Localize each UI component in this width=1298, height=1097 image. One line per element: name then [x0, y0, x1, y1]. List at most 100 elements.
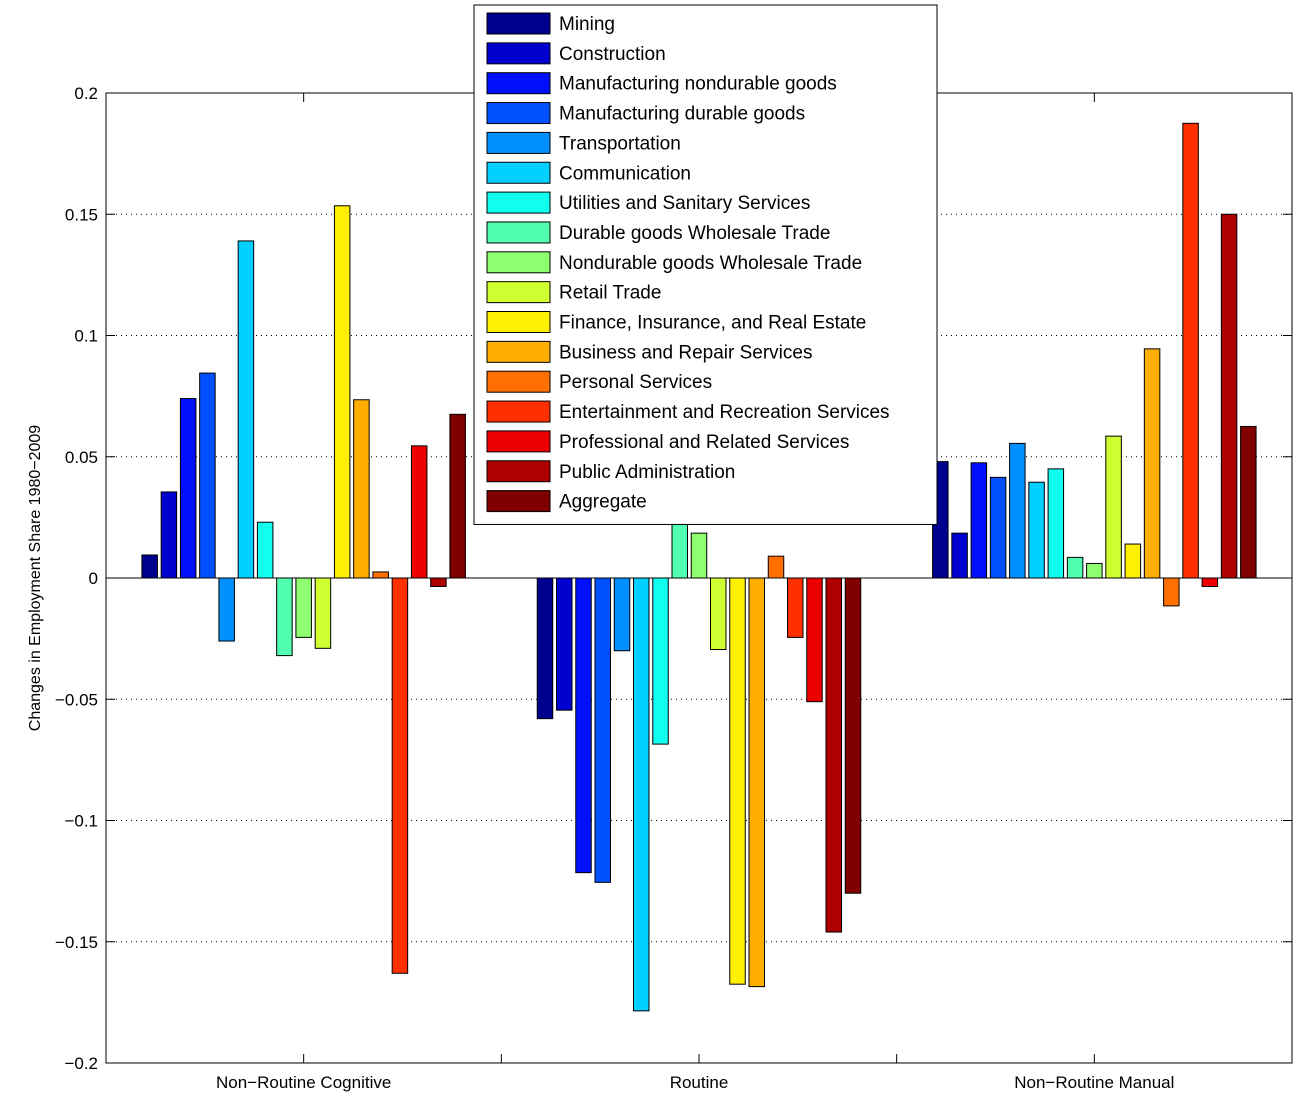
bar	[690, 532, 708, 579]
bar	[748, 577, 765, 988]
bar	[536, 577, 554, 720]
bar	[295, 577, 312, 638]
bar	[179, 398, 197, 579]
bar	[256, 521, 274, 579]
bar	[1047, 468, 1065, 579]
legend: Mining Construction Manufacturing nondurab…	[473, 4, 938, 525]
bar	[825, 577, 842, 933]
legend-label: Personal Services	[559, 372, 712, 393]
legend-swatch	[486, 340, 551, 363]
bar	[410, 445, 428, 579]
y-tick-label: 0.2	[74, 84, 98, 103]
bar	[594, 577, 611, 883]
legend-swatch	[486, 72, 551, 95]
y-axis-label: Changes in Employment Share 1980−2009	[27, 425, 44, 732]
legend-label: Manufacturing nondurable goods	[559, 74, 837, 95]
legend-swatch	[486, 251, 551, 274]
bar	[613, 577, 631, 652]
bar	[633, 577, 650, 1012]
bar	[787, 577, 804, 638]
legend-label: Mining	[559, 14, 615, 35]
bar	[1201, 577, 1219, 587]
bar	[1105, 435, 1122, 579]
bar	[556, 577, 573, 711]
legend-swatch	[486, 161, 551, 184]
y-tick-label: −0.1	[64, 812, 98, 831]
legend-swatch	[486, 42, 551, 65]
bar	[391, 577, 409, 974]
bar	[314, 577, 332, 649]
bar	[671, 521, 688, 579]
y-tick-label: 0	[89, 569, 98, 588]
legend-label: Nondurable goods Wholesale Trade	[559, 253, 862, 274]
bar	[199, 372, 216, 579]
bar	[1009, 442, 1026, 579]
axis-ticks: −0.2 −0.15 −0.1 −0.05 0 0.05 0.1 0.15 0.2 Non−Rou…	[55, 84, 1292, 1092]
bar	[710, 577, 727, 651]
legend-swatch	[486, 191, 551, 214]
legend-swatch	[486, 460, 551, 483]
legend-swatch	[486, 490, 551, 513]
legend-swatch	[486, 311, 551, 333]
legend-box	[473, 4, 938, 525]
bar	[1182, 122, 1199, 579]
legend-label: Entertainment and Recreation Services	[559, 402, 890, 423]
legend-swatch	[486, 281, 551, 304]
y-tick-label: 0.05	[65, 448, 98, 467]
legend-label: Durable goods Wholesale Trade	[559, 223, 830, 244]
bar	[989, 476, 1007, 579]
bar	[1220, 213, 1238, 579]
legend-label: Public Administration	[559, 462, 735, 483]
legend-label: Professional and Related Services	[559, 432, 849, 453]
bar	[1028, 481, 1045, 579]
y-tick-label: −0.05	[55, 690, 98, 709]
legend-swatch	[486, 102, 551, 125]
bar	[353, 399, 370, 579]
bar	[1240, 425, 1257, 579]
legend-label: Business and Repair Services	[559, 342, 812, 363]
bar	[806, 577, 823, 703]
legend-swatch	[486, 370, 551, 393]
legend-label: Communication	[559, 163, 691, 184]
bar	[1163, 577, 1180, 607]
bar	[1066, 556, 1084, 579]
y-tick-label: −0.2	[64, 1054, 98, 1073]
bar	[237, 240, 255, 579]
x-tick-label: Non−Routine Cognitive	[216, 1073, 391, 1092]
legend-swatch	[486, 430, 551, 453]
x-tick-label: Routine	[670, 1073, 729, 1092]
legend-label: Manufacturing durable goods	[559, 104, 805, 125]
bar	[844, 577, 862, 894]
y-tick-label: 0.15	[65, 205, 98, 224]
y-tick-label: 0.1	[74, 327, 98, 346]
bar	[372, 571, 389, 579]
bar	[276, 577, 293, 657]
legend-label: Retail Trade	[559, 283, 661, 304]
bar	[729, 577, 746, 985]
bar	[575, 577, 592, 874]
bar	[1124, 543, 1142, 579]
bar	[333, 205, 351, 579]
legend-label: Finance, Insurance, and Real Estate	[559, 313, 866, 334]
bar	[767, 555, 785, 579]
bar	[449, 413, 466, 579]
legend-label: Construction	[559, 44, 666, 65]
legend-swatch	[486, 400, 551, 423]
bar	[951, 532, 968, 579]
legend-label: Aggregate	[559, 492, 647, 513]
bar	[1143, 348, 1161, 579]
y-tick-label: −0.15	[55, 933, 98, 952]
legend-label: Transportation	[559, 133, 681, 154]
bar	[652, 577, 669, 745]
bar	[1086, 562, 1103, 579]
bar	[218, 577, 235, 642]
bar	[970, 462, 988, 579]
legend-swatch	[486, 221, 551, 244]
legend-swatch	[486, 12, 551, 35]
bar	[141, 554, 158, 579]
bar	[430, 577, 447, 587]
legend-label: Utilities and Sanitary Services	[559, 193, 810, 214]
legend-swatch	[486, 131, 551, 154]
bar	[160, 491, 178, 579]
